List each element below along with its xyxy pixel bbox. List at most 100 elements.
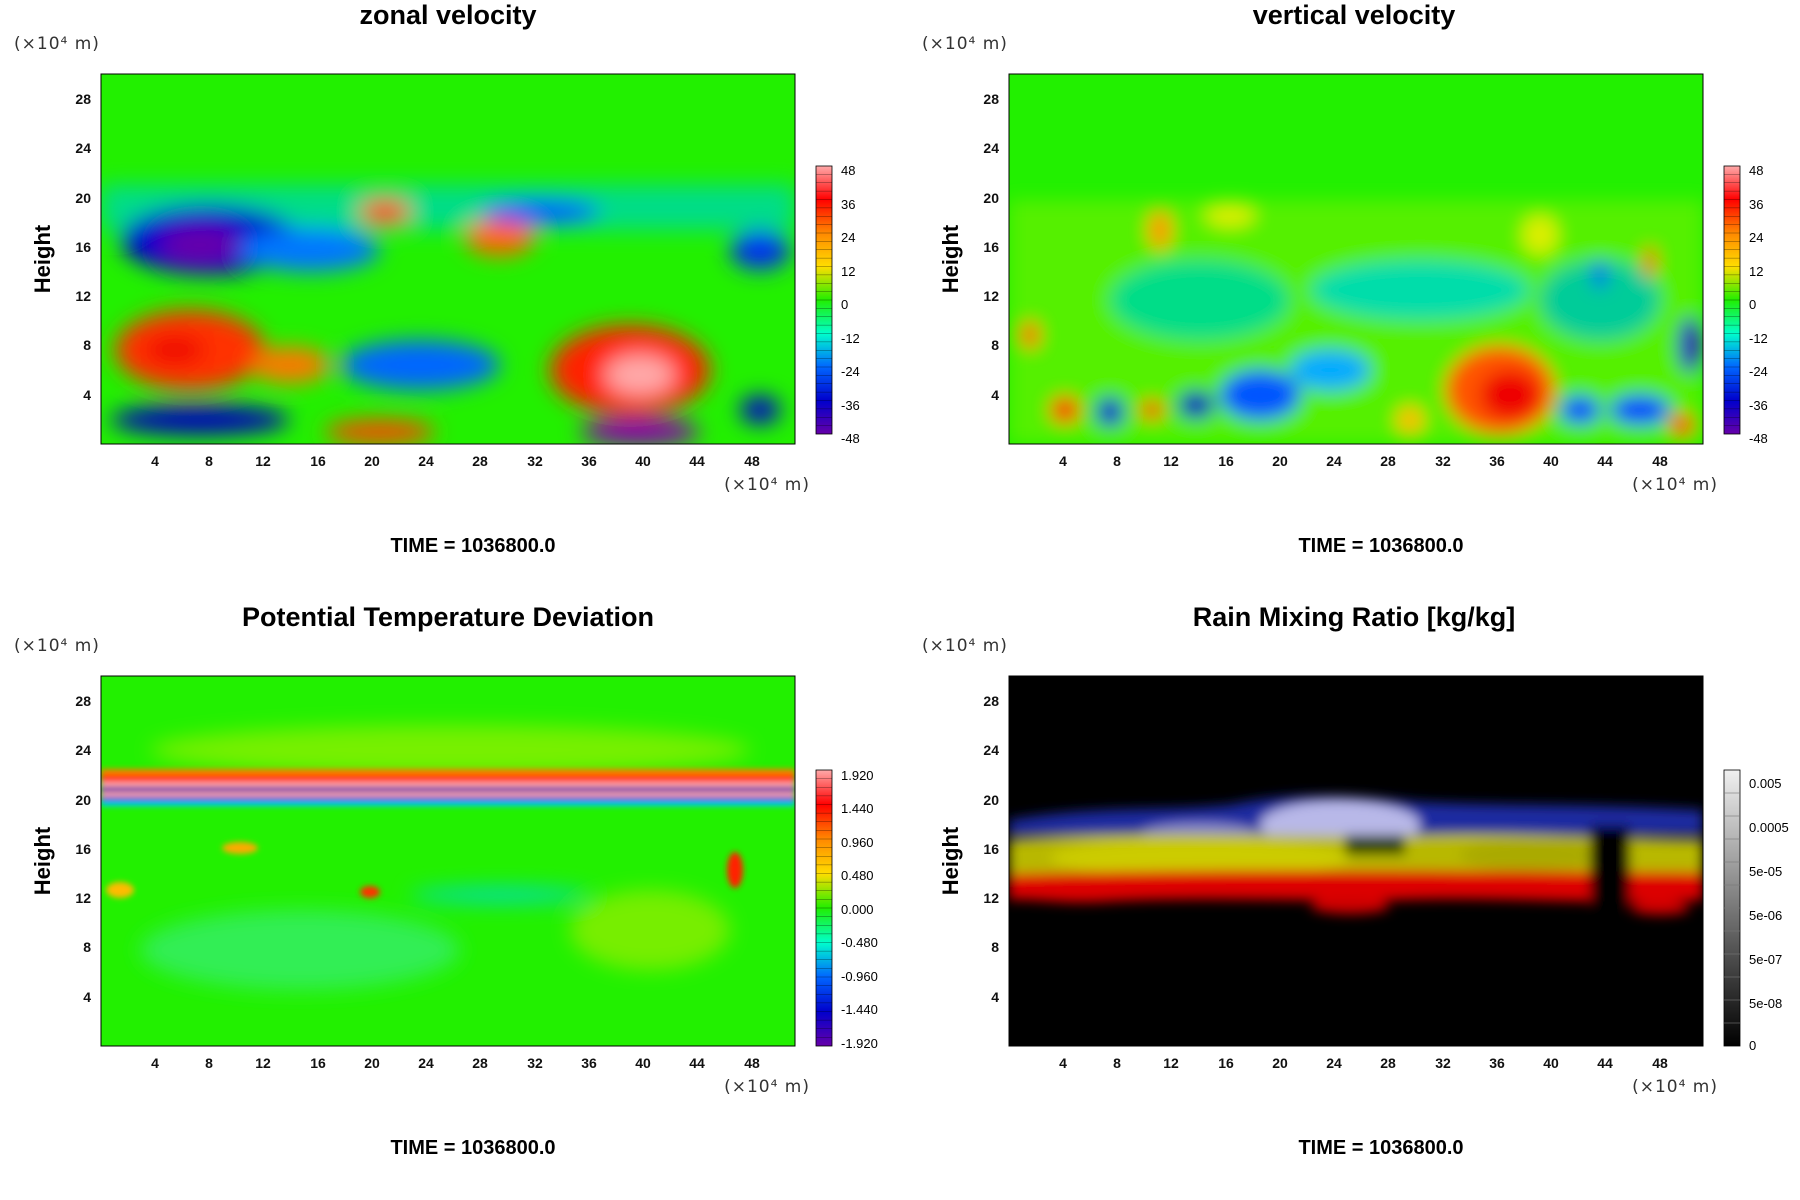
y-unit-label: (×10⁴ m) — [14, 636, 100, 656]
x-unit-label: (×10⁴ m) — [1632, 475, 1718, 495]
colorbar-lines — [1724, 174, 1740, 426]
heatmap-field — [1009, 74, 1703, 444]
colorbar-label: 0.960 — [841, 835, 874, 850]
x-tick: 48 — [1652, 453, 1668, 469]
y-tick: 28 — [983, 91, 999, 107]
colorbar-label: 36 — [1749, 197, 1763, 212]
y-tick: 28 — [75, 693, 91, 709]
colorbar: 1.920 1.440 0.960 0.480 0.000 -0.480 -0.… — [815, 768, 878, 1051]
x-tick-labels: 4 8 12 16 20 24 28 32 36 40 44 48 — [1059, 453, 1668, 469]
y-tick: 24 — [75, 140, 91, 156]
colorbar-label: 5e-05 — [1749, 864, 1782, 879]
colorbar: 48 36 24 12 0 -12 -24 -36 -48 — [815, 163, 860, 446]
x-tick: 12 — [255, 1055, 271, 1071]
x-tick: 40 — [1543, 1055, 1559, 1071]
colorbar-label: 0.005 — [1749, 776, 1782, 791]
x-tick: 12 — [255, 453, 271, 469]
heatmap-field — [1009, 676, 1703, 1046]
x-tick: 16 — [310, 1055, 326, 1071]
x-tick: 28 — [472, 1055, 488, 1071]
time-label: TIME = 1036800.0 — [1298, 1137, 1463, 1159]
colorbar-label: 48 — [841, 163, 855, 178]
x-unit-label: (×10⁴ m) — [724, 475, 810, 495]
colorbar-lines — [816, 174, 832, 426]
y-tick: 16 — [75, 239, 91, 255]
colorbar-label: 0.480 — [841, 868, 874, 883]
y-tick: 12 — [75, 890, 91, 906]
colorbar-lines — [816, 778, 832, 1038]
x-tick: 4 — [151, 453, 159, 469]
colorbar-label: 5e-08 — [1749, 996, 1782, 1011]
colorbar-label: 0 — [1749, 1038, 1756, 1053]
x-tick: 40 — [635, 453, 651, 469]
x-tick: 8 — [205, 1055, 213, 1071]
colorbar-label: 5e-06 — [1749, 908, 1782, 923]
plot-frame — [100, 675, 796, 1047]
y-unit-label: (×10⁴ m) — [922, 34, 1008, 54]
x-tick: 32 — [527, 453, 543, 469]
x-tick: 24 — [1326, 453, 1342, 469]
colorbar-label: -0.480 — [841, 935, 878, 950]
colorbar-lines-gray — [1724, 792, 1740, 1024]
x-tick: 44 — [689, 453, 705, 469]
y-tick: 4 — [83, 989, 91, 1005]
x-tick: 28 — [1380, 453, 1396, 469]
chart-vertical-velocity: vertical velocity (×10⁴ m) — [922, 0, 1768, 557]
x-tick: 32 — [1435, 1055, 1451, 1071]
x-tick: 16 — [310, 453, 326, 469]
colorbar-label: -1.920 — [841, 1036, 878, 1051]
x-tick: 40 — [635, 1055, 651, 1071]
x-tick: 20 — [1272, 453, 1288, 469]
x-tick: 48 — [1652, 1055, 1668, 1071]
colorbar: 0.005 0.0005 5e-05 5e-06 5e-07 5e-08 0 — [1723, 769, 1789, 1053]
colorbar-labels: 48 36 24 12 0 -12 -24 -36 -48 — [841, 163, 860, 446]
heatmap-field — [101, 676, 795, 1046]
x-tick: 12 — [1163, 453, 1179, 469]
colorbar-label: 0 — [841, 297, 848, 312]
x-tick: 36 — [1489, 453, 1505, 469]
x-tick: 44 — [1597, 1055, 1613, 1071]
panel-zonal-velocity: zonal velocity (×10⁴ m) — [0, 0, 900, 600]
y-tick-labels: 4 8 12 16 20 24 28 — [75, 693, 91, 1005]
colorbar-label: 12 — [841, 264, 855, 279]
y-tick: 20 — [983, 792, 999, 808]
panel-potential-temperature: Potential Temperature Deviation (×10⁴ m) — [0, 600, 900, 1200]
x-tick: 16 — [1218, 1055, 1234, 1071]
chart-potential-temperature: Potential Temperature Deviation (×10⁴ m) — [14, 602, 878, 1159]
y-tick: 24 — [75, 742, 91, 758]
y-tick: 8 — [991, 337, 999, 353]
x-tick: 36 — [581, 453, 597, 469]
y-tick: 28 — [75, 91, 91, 107]
y-tick-labels: 4 8 12 16 20 24 28 — [75, 91, 91, 403]
heatmap-field — [101, 74, 795, 444]
x-tick: 8 — [1113, 453, 1121, 469]
colorbar-label: 24 — [1749, 230, 1763, 245]
x-tick: 28 — [1380, 1055, 1396, 1071]
x-tick: 36 — [581, 1055, 597, 1071]
x-tick: 36 — [1489, 1055, 1505, 1071]
colorbar-label: 48 — [1749, 163, 1763, 178]
chart-title: Potential Temperature Deviation — [242, 602, 654, 632]
colorbar-label: 36 — [841, 197, 855, 212]
y-tick: 12 — [983, 890, 999, 906]
chart-zonal-velocity: zonal velocity (×10⁴ m) — [14, 0, 860, 557]
chart-title: vertical velocity — [1253, 0, 1456, 30]
y-unit-label: (×10⁴ m) — [922, 636, 1008, 656]
chart-rain-mixing-ratio: Rain Mixing Ratio [kg/kg] (×10⁴ m) 4 8 — [922, 602, 1789, 1159]
x-tick-labels: 4 8 12 16 20 24 28 32 36 40 44 48 — [1059, 1055, 1668, 1071]
y-tick: 16 — [75, 841, 91, 857]
x-tick: 48 — [744, 1055, 760, 1071]
colorbar-labels: 0.005 0.0005 5e-05 5e-06 5e-07 5e-08 0 — [1749, 776, 1789, 1053]
y-tick: 8 — [991, 939, 999, 955]
x-tick: 44 — [1597, 453, 1613, 469]
x-tick-labels: 4 8 12 16 20 24 28 32 36 40 44 48 — [151, 1055, 760, 1071]
y-tick: 8 — [83, 337, 91, 353]
chart-title: zonal velocity — [359, 0, 536, 30]
colorbar-label: 24 — [841, 230, 855, 245]
y-axis-label: Height — [938, 826, 963, 895]
y-tick: 16 — [983, 239, 999, 255]
colorbar-label: -12 — [1749, 331, 1768, 346]
x-tick: 4 — [1059, 1055, 1067, 1071]
y-tick: 8 — [83, 939, 91, 955]
x-tick: 24 — [418, 1055, 434, 1071]
